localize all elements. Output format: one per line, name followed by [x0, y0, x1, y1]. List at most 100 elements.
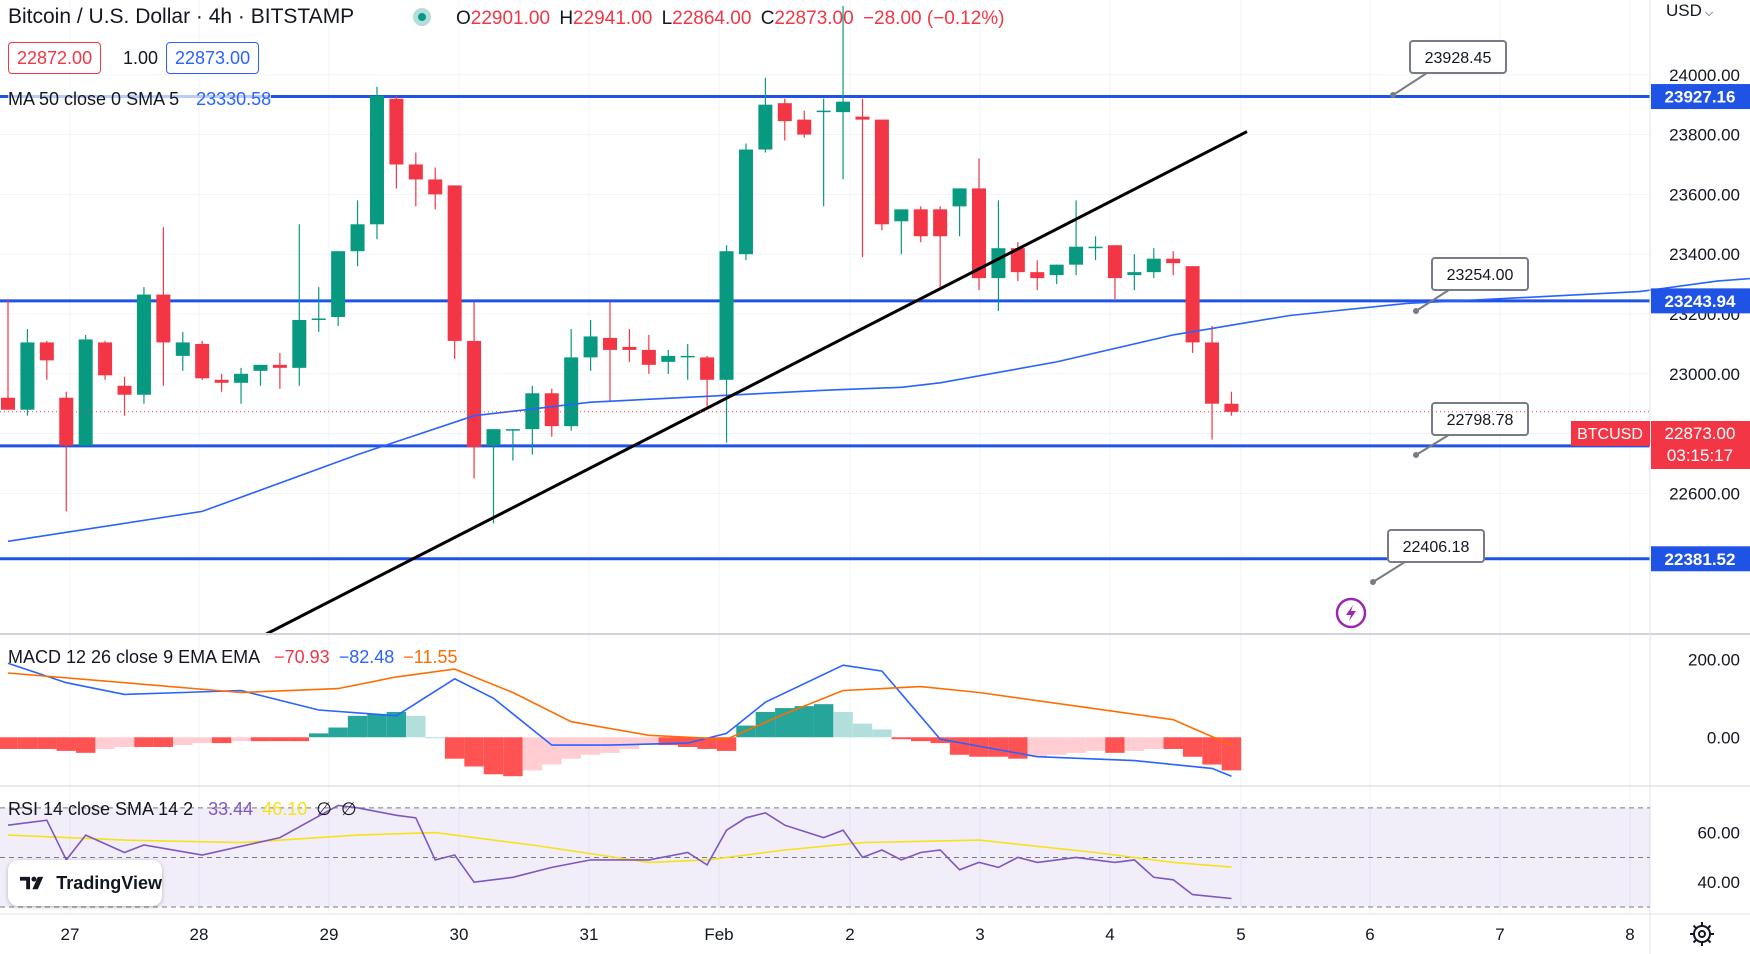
note-anchor [1413, 452, 1419, 458]
gear-icon[interactable] [1690, 922, 1714, 946]
level-tag-text: 23243.94 [1665, 292, 1736, 311]
tradingview-wordmark: TradingView [56, 872, 162, 893]
note-anchor [1370, 579, 1376, 585]
note-pointer [1372, 559, 1409, 583]
macd-histogram-bar [289, 737, 310, 742]
candle-body [117, 385, 132, 395]
candle-body [1069, 246, 1084, 265]
note-box [1431, 402, 1529, 436]
candle-body [136, 294, 151, 395]
level-tag-bg [1651, 546, 1750, 572]
rsi-tick-label: 40.00 [1697, 873, 1740, 892]
macd-histogram-bar [114, 737, 135, 747]
macd-histogram-bar [367, 713, 387, 738]
ma-legend[interactable]: MA 50 close 0 SMA 5 23330.58 [8, 89, 272, 110]
price-tick-label: 24000.00 [1669, 66, 1740, 85]
bar-countdown: 03:15:17 [1667, 446, 1733, 465]
chart-grid [0, 0, 1650, 914]
macd-histogram-bar [95, 737, 115, 749]
macd-histogram-bar [503, 737, 523, 777]
candle-body [78, 339, 93, 446]
market-status-icon [413, 8, 431, 26]
candle-body [894, 209, 909, 222]
macd-histogram-bar [1124, 737, 1145, 751]
candle-body [1088, 246, 1103, 249]
ma-legend-name: MA 50 close 0 SMA 5 [8, 89, 180, 109]
macd-histogram-bar [716, 737, 737, 751]
rsi-legend[interactable]: RSI 14 close SMA 14 2 33.44 46.10 ∅ ∅ [8, 799, 357, 820]
candle-body [1107, 245, 1122, 279]
buy-price-button[interactable]: 22873.00 [166, 42, 260, 74]
candle-body [1127, 272, 1142, 276]
tradingview-logo[interactable]: TradingView [8, 860, 162, 906]
candle-body [1185, 266, 1200, 343]
currency-label: USD [1666, 1, 1702, 20]
ohlc-label: O [456, 8, 471, 29]
macd-histogram-bar [930, 737, 950, 744]
ohlc-value: 22873.00 [774, 8, 854, 29]
price-notes[interactable]: 23928.45 23254.00 22798.78 22406.18 [1370, 40, 1529, 585]
last-price-value: 22873.00 [1665, 424, 1736, 443]
support-resistance-lines[interactable] [0, 95, 1650, 561]
candle-body [467, 340, 482, 448]
spread-value: 1.00 [123, 48, 159, 68]
macd-histogram-bar [697, 737, 717, 749]
candle-body [700, 357, 715, 380]
ohlc-label: C [760, 8, 775, 29]
macd-histogram-bar [1105, 737, 1125, 753]
price-tick-label: 23000.00 [1669, 365, 1740, 384]
symbol-title[interactable]: Bitcoin / U.S. Dollar · 4h · BITSTAMP [8, 5, 355, 28]
lightning-icon[interactable] [1335, 597, 1367, 629]
rsi-extra-b: ∅ [340, 799, 357, 819]
sell-price-button[interactable]: 22872.00 [8, 42, 102, 74]
currency-selector[interactable]: USD ⌵ [1666, 1, 1713, 21]
ohlc-label: L [661, 8, 673, 29]
time-axis[interactable]: 27 28 29 30 31 Feb 2 3 4 5 6 7 8 [61, 925, 1635, 944]
candle-body [544, 393, 559, 427]
candle-body [933, 209, 948, 237]
macd-histogram-bar [561, 737, 581, 759]
time-tick-label: 7 [1495, 925, 1504, 944]
macd-histogram-bar [386, 711, 407, 738]
macd-histogram-bar [1008, 737, 1028, 759]
macd-histogram-bar [347, 715, 368, 738]
macd-histogram-bar [988, 737, 1009, 757]
note-box [1387, 529, 1485, 563]
time-tick-label: 28 [190, 925, 209, 944]
candle-body [680, 355, 695, 358]
macd-histogram-bar [911, 737, 931, 742]
candle-body [369, 95, 384, 225]
candle-body [564, 357, 579, 427]
note-pointer [1415, 287, 1453, 312]
macd-legend[interactable]: MACD 12 26 close 9 EMA EMA −70.93 −82.48… [8, 647, 458, 668]
candle-body [486, 429, 501, 446]
candle-body [797, 119, 812, 135]
macd-histogram-bar [639, 737, 659, 746]
candle-body [622, 346, 637, 350]
ohlc-values: O22901.00 H22941.00 L22864.00 C22873.00 … [456, 8, 1005, 30]
macd-histogram-bar [309, 733, 329, 738]
macd-histogram-bar [619, 737, 640, 749]
macd-histogram-bar [755, 711, 776, 738]
ticker-tag: BTCUSD [1577, 426, 1643, 443]
level-tag-bg [1651, 288, 1750, 314]
candle-body [952, 188, 967, 207]
macd-histogram-bar [580, 737, 601, 755]
rsi-band-lines [0, 807, 1650, 908]
candle-body [855, 116, 870, 120]
macd-histogram-bar [949, 737, 970, 755]
time-tick-label: 3 [975, 925, 984, 944]
candle-body [583, 336, 598, 358]
candle-body [447, 185, 462, 341]
macd-histogram-bar [406, 715, 426, 738]
macd-histogram-bar [852, 723, 873, 738]
time-tick-label: 8 [1625, 925, 1634, 944]
time-tick-label: 4 [1105, 925, 1114, 944]
macd-hist-value: −70.93 [274, 647, 330, 667]
macd-histogram-bar [211, 737, 232, 744]
macd-tick-label: 0.00 [1707, 728, 1740, 747]
trend-line[interactable] [265, 130, 1248, 636]
candle-body [505, 429, 520, 431]
candle-body [661, 355, 676, 362]
